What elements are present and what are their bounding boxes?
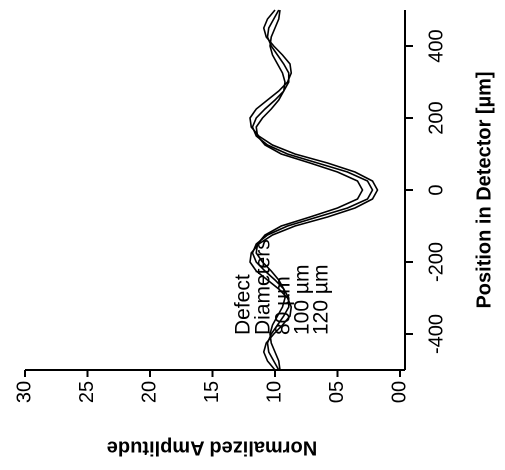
y-axis-title: Normalized Amplitude — [107, 437, 317, 459]
legend-entry: 120 µm — [310, 265, 333, 335]
y-tick-label: 15 — [201, 381, 223, 403]
legend-title: Defect — [232, 274, 255, 335]
x-tick-label: 200 — [425, 101, 447, 134]
y-tick-label: 10 — [263, 381, 285, 403]
x-tick-label: -200 — [425, 242, 447, 282]
y-tick-label: 00 — [388, 381, 410, 403]
x-axis-title: Position in Detector [µm] — [473, 71, 495, 308]
legend-entry: 80 µm — [272, 276, 295, 335]
x-tick-label: 400 — [425, 29, 447, 62]
y-tick-label: 25 — [76, 381, 98, 403]
legend-entry: 100 µm — [291, 265, 314, 335]
series-line — [255, 9, 364, 371]
x-tick-label: 0 — [425, 184, 447, 195]
series-line — [249, 9, 379, 371]
series-line — [251, 9, 374, 371]
y-tick-label: 05 — [326, 381, 348, 403]
y-tick-label: 30 — [13, 381, 35, 403]
y-tick-label: 20 — [138, 381, 160, 403]
x-tick-label: -400 — [425, 314, 447, 354]
